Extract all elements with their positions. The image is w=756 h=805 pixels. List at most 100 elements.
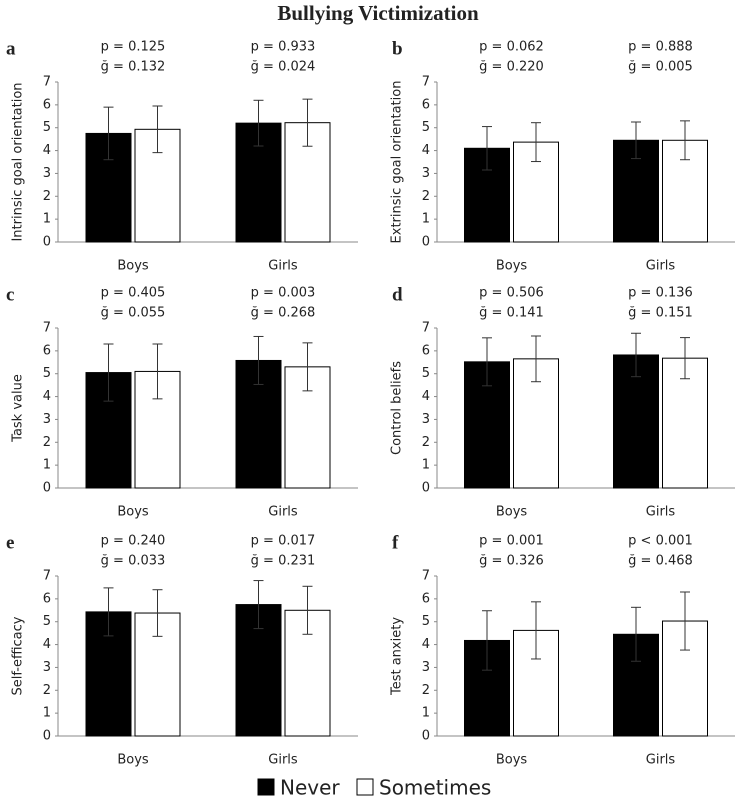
y-tick-label: 7	[43, 75, 51, 90]
y-tick-label: 2	[422, 189, 430, 204]
x-tick-label: Girls	[268, 259, 298, 274]
error-bar	[680, 120, 690, 161]
annotation: p = 0.506	[479, 286, 544, 301]
y-tick-label: 5	[43, 120, 51, 135]
annotation: ğ = 0.231	[251, 554, 316, 569]
annotation: p = 0.062	[479, 40, 544, 55]
annotation: p = 0.125	[101, 40, 166, 55]
annotation: p = 0.888	[628, 40, 693, 55]
error-bar	[531, 601, 541, 660]
y-tick-label: 2	[43, 435, 51, 450]
y-tick-label: 5	[43, 614, 51, 629]
y-tick-label: 0	[43, 235, 51, 250]
error-bar	[482, 610, 492, 671]
y-tick-label: 6	[43, 97, 51, 112]
panel-label: b	[392, 38, 403, 59]
y-axis-label: Test anxiety	[390, 617, 405, 696]
annotation: ğ = 0.220	[479, 60, 544, 75]
error-bar	[302, 98, 313, 147]
error-bar	[680, 337, 690, 380]
error-bar	[531, 335, 541, 383]
annotation: p = 0.136	[628, 286, 693, 301]
bar	[235, 122, 282, 243]
x-tick-label: Boys	[117, 753, 149, 768]
y-tick-label: 1	[43, 212, 51, 227]
y-tick-label: 6	[43, 343, 51, 358]
y-tick-label: 3	[43, 660, 51, 675]
y-axis-label: Control beliefs	[390, 361, 405, 455]
y-tick-label: 4	[422, 143, 430, 158]
legend-swatch	[356, 778, 374, 796]
y-tick-label: 7	[422, 75, 430, 90]
x-tick-label: Boys	[496, 753, 528, 768]
bar	[513, 141, 559, 243]
error-bar	[253, 99, 264, 147]
x-tick-label: Girls	[646, 259, 676, 274]
y-tick-label: 4	[43, 143, 51, 158]
y-tick-label: 6	[422, 591, 430, 606]
error-bar	[152, 589, 163, 637]
annotation: ğ = 0.468	[628, 554, 693, 569]
y-tick-label: 4	[43, 637, 51, 652]
annotation: p = 0.405	[101, 286, 166, 301]
annotation: ğ = 0.033	[101, 554, 166, 569]
y-tick-label: 1	[422, 706, 430, 721]
legend-label: Sometimes	[379, 776, 491, 800]
y-tick-label: 3	[43, 166, 51, 181]
y-tick-label: 2	[43, 683, 51, 698]
x-tick-label: Girls	[646, 753, 676, 768]
y-tick-label: 5	[43, 366, 51, 381]
figure-title: Bullying Victimization	[277, 1, 479, 25]
y-tick-label: 1	[422, 212, 430, 227]
annotation: p = 0.933	[251, 40, 316, 55]
x-tick-label: Boys	[117, 505, 149, 520]
y-axis-label: Self-efficacy	[11, 616, 26, 695]
panel-label: f	[392, 532, 399, 553]
bar	[662, 357, 708, 489]
error-bar	[302, 342, 313, 392]
annotation: p = 0.003	[251, 286, 316, 301]
legend-swatch	[257, 778, 275, 796]
error-bar	[253, 580, 264, 630]
error-bar	[631, 332, 641, 378]
annotation: ğ = 0.005	[628, 60, 693, 75]
y-tick-label: 7	[422, 569, 430, 584]
error-bar	[103, 106, 114, 161]
annotation: p = 0.017	[251, 534, 316, 549]
y-tick-label: 7	[43, 569, 51, 584]
x-tick-label: Girls	[268, 753, 298, 768]
error-bar	[631, 606, 641, 662]
y-tick-label: 6	[43, 591, 51, 606]
x-tick-label: Boys	[496, 259, 528, 274]
y-tick-label: 2	[43, 189, 51, 204]
y-tick-label: 7	[422, 321, 430, 336]
annotation: p < 0.001	[628, 534, 693, 549]
y-tick-label: 1	[43, 706, 51, 721]
y-tick-label: 0	[422, 481, 430, 496]
panel-label: a	[6, 38, 16, 59]
y-tick-label: 1	[422, 458, 430, 473]
y-tick-label: 7	[43, 321, 51, 336]
panel-label: e	[6, 532, 14, 553]
y-tick-label: 3	[422, 166, 430, 181]
y-tick-label: 0	[422, 235, 430, 250]
panel-label: c	[6, 284, 14, 305]
y-tick-label: 2	[422, 435, 430, 450]
y-axis-label: Task value	[11, 374, 26, 443]
error-bar	[152, 105, 163, 154]
y-tick-label: 5	[422, 366, 430, 381]
error-bar	[302, 585, 313, 635]
y-tick-label: 3	[422, 660, 430, 675]
y-tick-label: 0	[43, 481, 51, 496]
x-tick-label: Girls	[268, 505, 298, 520]
y-tick-label: 5	[422, 120, 430, 135]
annotation: ğ = 0.024	[251, 60, 316, 75]
annotation: p = 0.001	[479, 534, 544, 549]
bar	[134, 128, 181, 243]
annotation: ğ = 0.151	[628, 306, 693, 321]
annotation: ğ = 0.268	[251, 306, 316, 321]
error-bar	[152, 343, 163, 400]
x-tick-label: Girls	[646, 505, 676, 520]
y-tick-label: 4	[422, 389, 430, 404]
